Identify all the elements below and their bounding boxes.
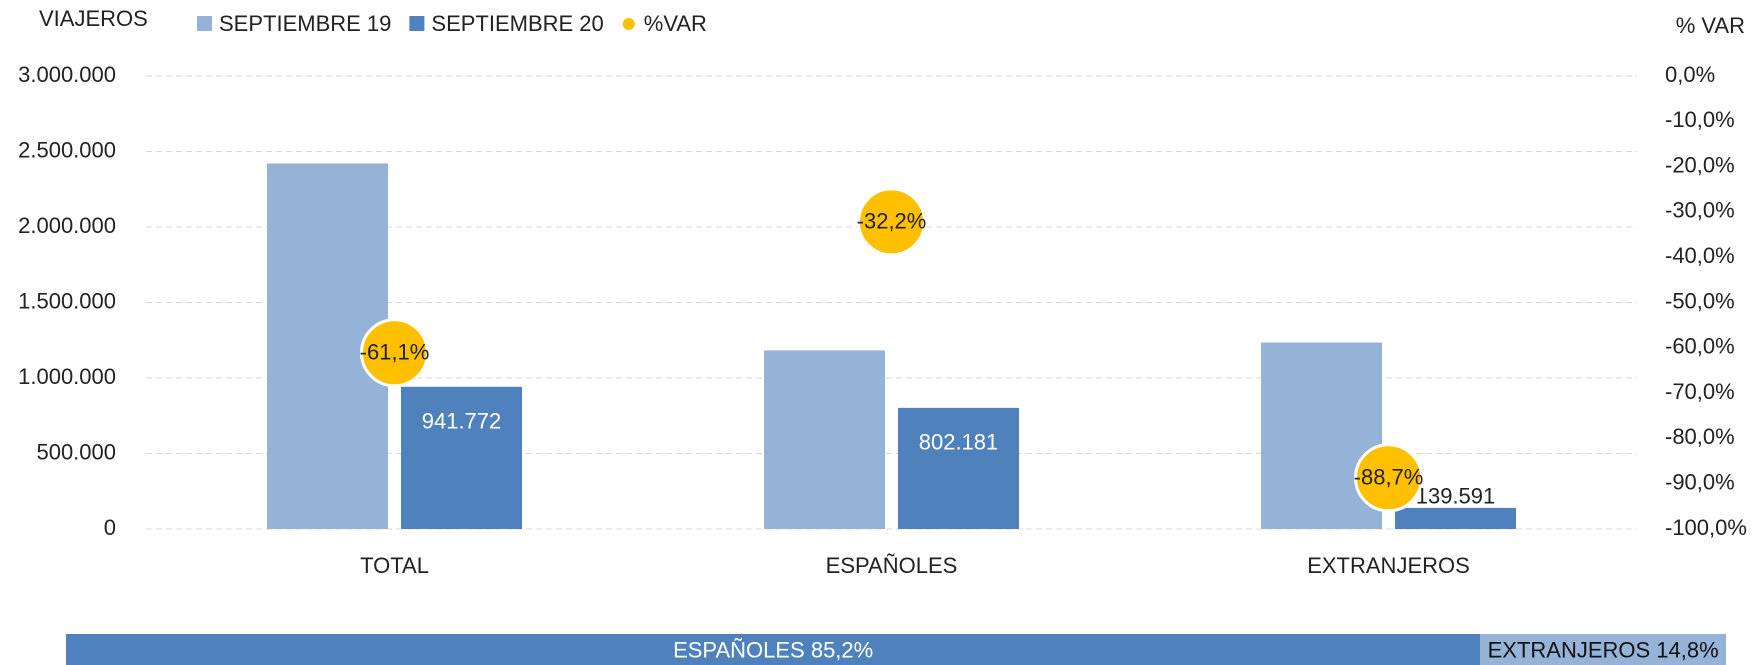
data-label: -61,1% bbox=[360, 340, 430, 365]
x-tick-label: ESPAÑOLES bbox=[826, 553, 958, 578]
share-label: EXTRANJEROS 14,8% bbox=[1488, 637, 1719, 662]
data-label: -32,2% bbox=[857, 209, 927, 234]
y-tick-label: 3.000.000 bbox=[18, 62, 116, 87]
y-tick-label: 1.500.000 bbox=[18, 288, 116, 313]
share-label: ESPAÑOLES 85,2% bbox=[673, 637, 873, 662]
legend-swatch bbox=[197, 16, 212, 31]
y-tick-label: 1.000.000 bbox=[18, 364, 116, 389]
legend-label: %VAR bbox=[644, 11, 707, 36]
y-axis-title: VIAJEROS bbox=[39, 6, 148, 31]
var-point bbox=[1354, 443, 1423, 513]
bar bbox=[1395, 507, 1516, 529]
share-segment bbox=[1480, 634, 1726, 665]
y2-tick-label: -90,0% bbox=[1665, 470, 1735, 495]
y-tick-label: 2.000.000 bbox=[18, 213, 116, 238]
bar bbox=[401, 386, 522, 529]
data-label: -88,7% bbox=[1354, 465, 1424, 490]
y2-tick-label: -70,0% bbox=[1665, 379, 1735, 404]
y2-tick-label: 0,0% bbox=[1665, 62, 1715, 87]
y2-tick-label: -100,0% bbox=[1665, 515, 1747, 540]
y2-tick-label: -40,0% bbox=[1665, 243, 1735, 268]
var-point bbox=[360, 318, 429, 388]
legend-label: SEPTIEMBRE 20 bbox=[431, 11, 603, 36]
y2-tick-label: -60,0% bbox=[1665, 334, 1735, 359]
share-segment bbox=[66, 634, 1481, 665]
y-tick-label: 0 bbox=[104, 515, 116, 540]
y2-tick-label: -80,0% bbox=[1665, 424, 1735, 449]
y2-tick-label: -50,0% bbox=[1665, 288, 1735, 313]
bar bbox=[898, 407, 1019, 529]
y2-tick-label: -30,0% bbox=[1665, 198, 1735, 223]
legend-label: SEPTIEMBRE 19 bbox=[219, 11, 391, 36]
y-tick-label: 500.000 bbox=[36, 439, 116, 464]
x-tick-label: EXTRANJEROS bbox=[1307, 553, 1470, 578]
y2-tick-label: -10,0% bbox=[1665, 107, 1735, 132]
y2-axis-title: % VAR bbox=[1676, 13, 1745, 38]
data-label: 139.591 bbox=[1416, 484, 1496, 509]
y2-tick-label: -20,0% bbox=[1665, 152, 1735, 177]
data-label: 802.181 bbox=[919, 430, 999, 455]
x-tick-label: TOTAL bbox=[360, 553, 429, 578]
y-tick-label: 2.500.000 bbox=[18, 137, 116, 162]
var-point bbox=[857, 187, 926, 257]
bar bbox=[764, 350, 885, 529]
data-label: 941.772 bbox=[422, 409, 502, 434]
legend-swatch bbox=[622, 18, 635, 30]
legend-swatch bbox=[409, 16, 425, 31]
